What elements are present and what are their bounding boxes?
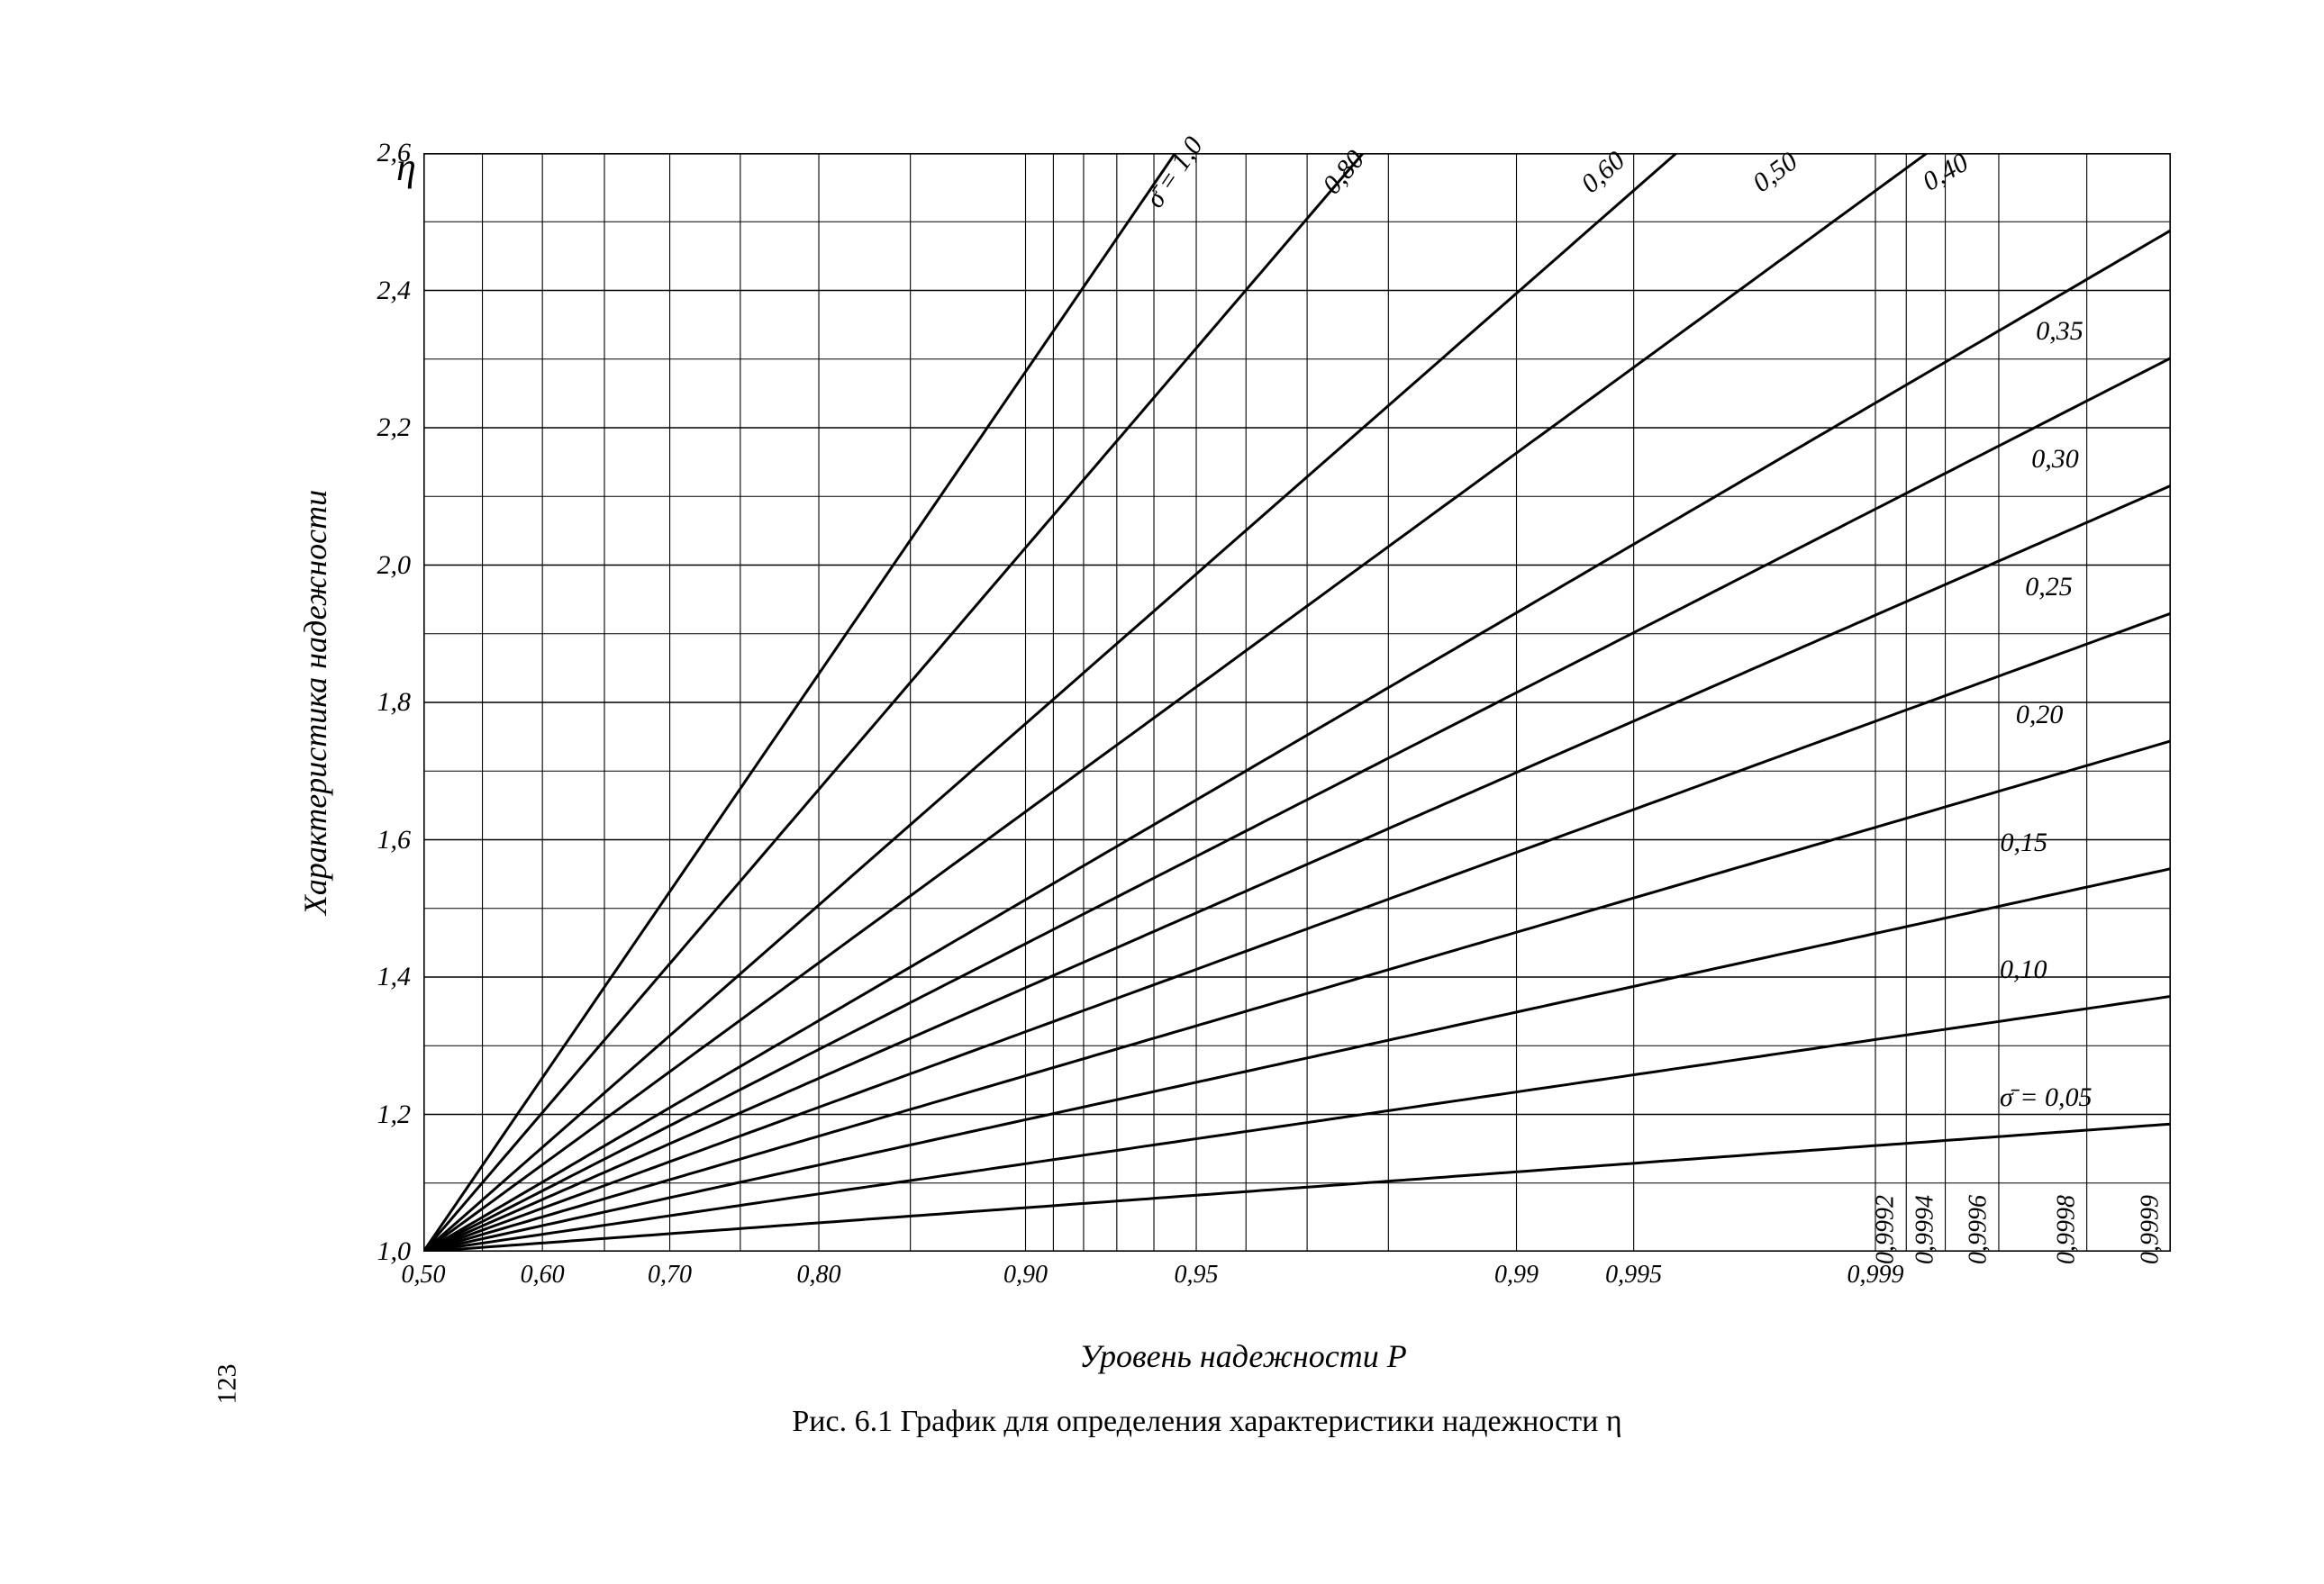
- x-tick-label: 0,99: [1494, 1261, 1539, 1290]
- y-tick-label: 1,6: [377, 825, 412, 855]
- curve-label: 0,20: [2016, 700, 2064, 730]
- x-tick-label: 0,95: [1175, 1261, 1219, 1290]
- curve-label: 0,30: [2031, 444, 2079, 475]
- x-tick-label-vertical: 0,9999: [2137, 1195, 2165, 1264]
- reliability-chart: [423, 153, 2171, 1252]
- x-axis-label: Уровень надежности P: [1079, 1337, 1407, 1375]
- y-tick-label: 2,6: [377, 138, 412, 168]
- curve-label: 0,15: [2000, 828, 2047, 858]
- y-tick-label: 1,4: [377, 962, 412, 992]
- figure-caption: Рис. 6.1 График для определения характер…: [792, 1405, 1621, 1439]
- x-tick-label: 0,80: [797, 1261, 841, 1290]
- x-tick-label-vertical: 0,9992: [1872, 1195, 1901, 1264]
- curve-label: σ̄ = 0,05: [2000, 1082, 2093, 1113]
- curve-label: 0,25: [2025, 572, 2073, 602]
- x-tick-label-vertical: 0,9994: [1911, 1195, 1939, 1264]
- y-tick-label: 1,2: [377, 1100, 412, 1130]
- y-tick-label: 2,4: [377, 276, 412, 306]
- x-tick-label: 0,70: [648, 1261, 692, 1290]
- y-tick-label: 1,8: [377, 687, 412, 718]
- x-tick-label: 0,995: [1605, 1261, 1662, 1290]
- curve-label: 0,35: [2036, 316, 2083, 347]
- x-tick-label: 0,90: [1003, 1261, 1048, 1290]
- page: Характеристика надежности η Уровень наде…: [0, 0, 2324, 1584]
- page-number: 123: [213, 1364, 243, 1405]
- y-tick-label: 2,2: [377, 412, 412, 443]
- y-axis-label: Характеристика надежности: [296, 490, 334, 915]
- x-tick-label: 0,999: [1847, 1261, 1903, 1290]
- x-tick-label: 0,50: [402, 1261, 446, 1290]
- y-tick-label: 2,0: [377, 550, 412, 581]
- x-tick-label-vertical: 0,9998: [2052, 1195, 2081, 1264]
- x-tick-label-vertical: 0,9996: [1964, 1195, 1993, 1264]
- curve-label: 0,10: [2000, 955, 2047, 985]
- x-tick-label: 0,60: [521, 1261, 565, 1290]
- chart-container: [423, 153, 2171, 1396]
